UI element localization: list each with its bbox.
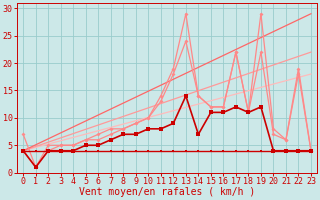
X-axis label: Vent moyen/en rafales ( km/h ): Vent moyen/en rafales ( km/h ) (79, 187, 255, 197)
